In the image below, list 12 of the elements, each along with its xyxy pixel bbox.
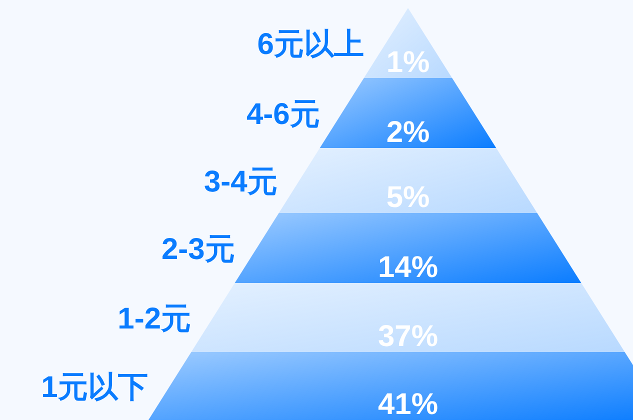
data-label: 5% xyxy=(386,181,430,214)
category-label: 4-6元 xyxy=(246,98,320,131)
data-label: 37% xyxy=(378,320,438,353)
category-label: 6元以上 xyxy=(257,28,364,61)
category-label: 2-3元 xyxy=(161,233,235,266)
data-label: 41% xyxy=(378,388,438,420)
category-label: 1元以下 xyxy=(41,371,148,404)
data-label: 1% xyxy=(386,46,430,79)
data-label: 2% xyxy=(386,116,430,149)
data-label: 14% xyxy=(378,251,438,284)
category-label: 3-4元 xyxy=(204,166,278,198)
category-label: 1-2元 xyxy=(118,302,192,336)
